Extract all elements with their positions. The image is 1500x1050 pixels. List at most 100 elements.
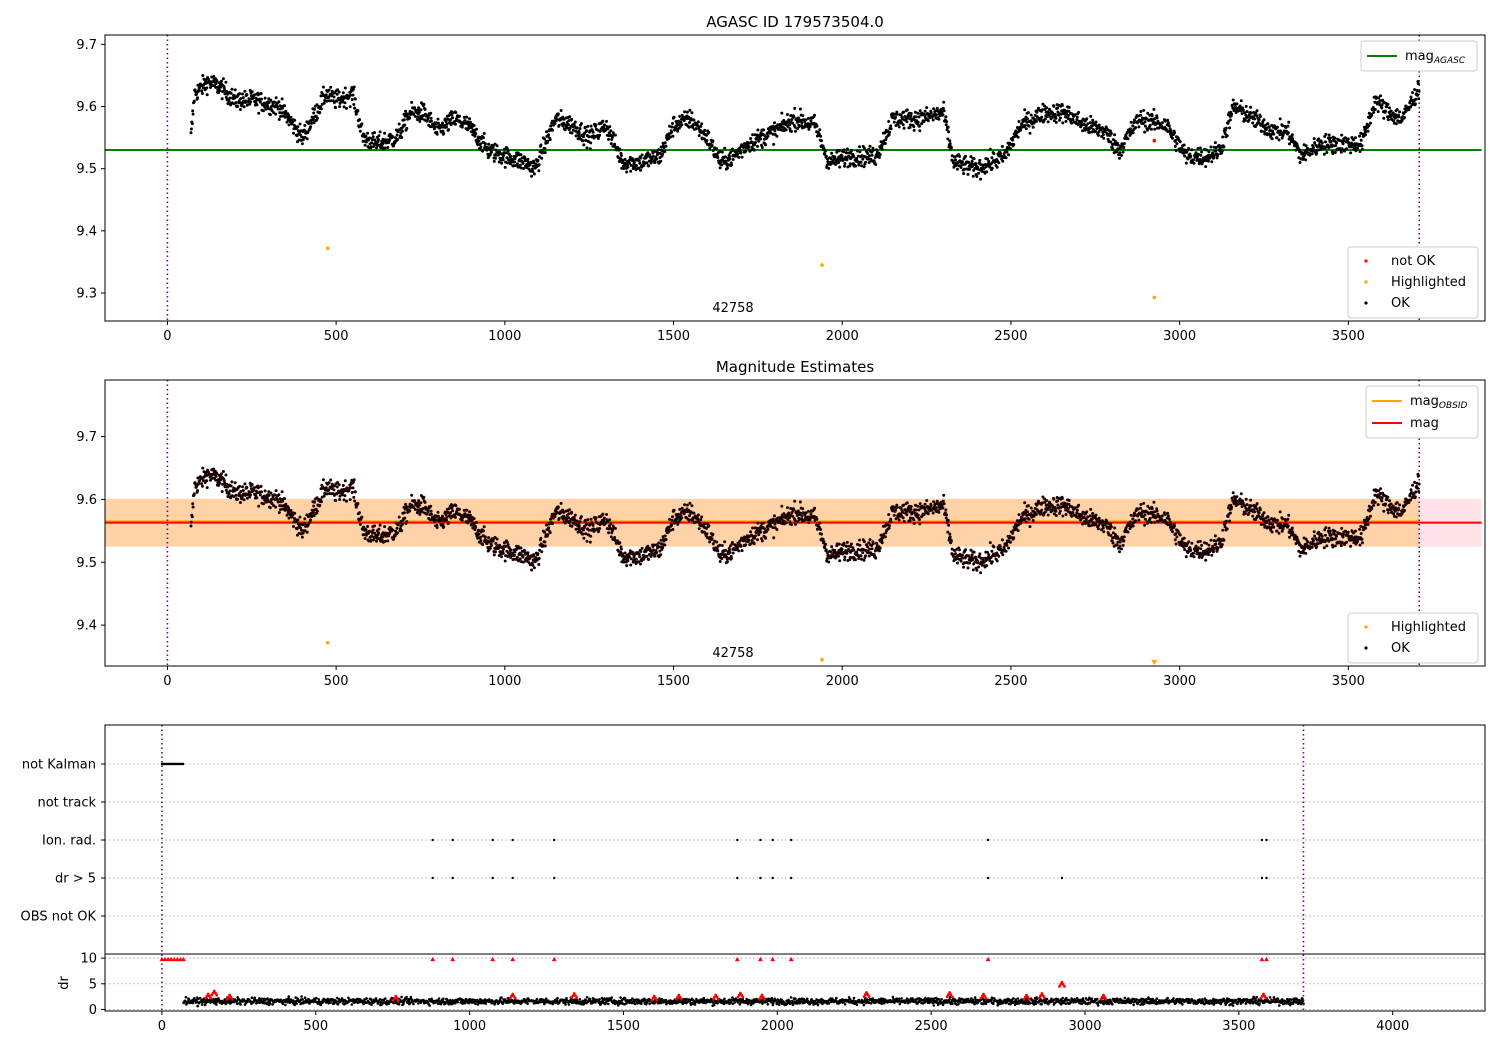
ok-point	[1007, 153, 1010, 157]
ok-point	[1372, 110, 1376, 114]
ok-point	[843, 558, 846, 562]
ok-point	[501, 158, 505, 162]
ok-point	[607, 531, 610, 535]
ok-point	[270, 104, 274, 108]
ok-point	[509, 154, 513, 158]
ok-point	[1255, 109, 1259, 113]
ok-point	[680, 113, 684, 117]
ok-point	[267, 101, 271, 104]
ok-point	[422, 102, 426, 106]
ok-point	[479, 535, 482, 539]
ok-point	[477, 139, 481, 143]
ok-point	[897, 125, 901, 129]
ok-point	[1223, 132, 1227, 135]
ok-point	[1324, 140, 1327, 144]
ok-point	[1005, 150, 1009, 154]
ok-point	[961, 163, 965, 166]
ok-point	[716, 549, 720, 553]
ok-point	[737, 155, 741, 159]
ok-point	[556, 505, 560, 509]
ok-point	[1290, 133, 1294, 137]
ok-point	[1239, 99, 1243, 103]
ok-point	[880, 541, 884, 545]
ok-point	[559, 501, 563, 505]
ok-point	[914, 115, 918, 119]
ok-point	[1315, 151, 1319, 155]
ok-point	[397, 122, 401, 126]
ok-point	[757, 139, 761, 143]
ok-point	[947, 523, 951, 527]
ok-point	[1111, 148, 1115, 152]
ok-point	[1088, 121, 1092, 125]
ok-point	[855, 157, 859, 160]
ok-point	[917, 518, 921, 521]
ok-point	[788, 123, 791, 127]
ok-point	[926, 119, 930, 123]
ok-point	[447, 114, 451, 117]
ok-point	[1320, 141, 1324, 145]
ok-point	[300, 135, 304, 139]
ok-point	[327, 95, 331, 99]
ok-point	[536, 552, 540, 556]
ok-point	[705, 532, 709, 536]
x-tick-label: 1500	[657, 329, 690, 344]
ok-point	[396, 531, 399, 535]
ok-point	[866, 157, 870, 161]
ok-point	[324, 488, 327, 492]
ok-point	[864, 554, 868, 558]
ok-point	[485, 148, 489, 152]
ok-point	[609, 142, 613, 146]
ok-point	[505, 147, 509, 151]
ok-point	[1035, 110, 1039, 114]
ok-point	[341, 493, 344, 497]
ok-point	[609, 535, 613, 539]
ok-point	[1085, 117, 1089, 121]
ok-point	[837, 542, 841, 546]
ok-point	[944, 508, 948, 512]
ok-point	[1231, 98, 1235, 102]
ok-point	[350, 491, 354, 494]
ok-point	[1328, 136, 1332, 140]
ok-point	[895, 112, 899, 116]
ok-point	[1070, 121, 1074, 125]
ok-point	[513, 553, 516, 557]
ok-point	[463, 512, 467, 516]
ok-point	[877, 549, 881, 553]
ok-point	[956, 561, 959, 565]
ok-point	[1258, 115, 1262, 119]
ok-point	[842, 541, 846, 545]
ok-point	[613, 133, 617, 137]
ok-point	[360, 515, 364, 519]
ok-point	[509, 548, 513, 552]
ok-point	[315, 103, 319, 107]
ok-point	[1137, 125, 1141, 129]
ok-point	[798, 500, 802, 504]
ok-point	[515, 162, 519, 166]
ok-point	[343, 479, 347, 483]
ok-point	[526, 551, 530, 555]
ok-point	[773, 514, 776, 518]
ok-point	[519, 546, 523, 550]
ok-point	[1134, 126, 1138, 129]
ok-point	[1382, 116, 1386, 120]
ok-point	[241, 96, 245, 100]
ok-point	[1056, 106, 1059, 110]
ok-point	[718, 560, 722, 563]
ok-point	[1391, 111, 1395, 115]
ok-point	[1210, 160, 1214, 164]
ok-point	[387, 532, 391, 536]
ok-point	[800, 121, 804, 125]
ok-point	[329, 492, 333, 496]
ok-point	[465, 115, 469, 119]
ok-point	[189, 127, 193, 131]
ok-point	[225, 482, 229, 486]
ok-point	[1198, 146, 1202, 150]
ok-point	[315, 509, 319, 513]
ok-point	[1211, 151, 1215, 155]
ok-point	[364, 134, 368, 138]
ok-point	[723, 540, 727, 544]
ok-point	[458, 114, 461, 118]
ok-point	[979, 177, 983, 181]
ok-point	[762, 521, 766, 525]
ok-point	[691, 125, 695, 129]
